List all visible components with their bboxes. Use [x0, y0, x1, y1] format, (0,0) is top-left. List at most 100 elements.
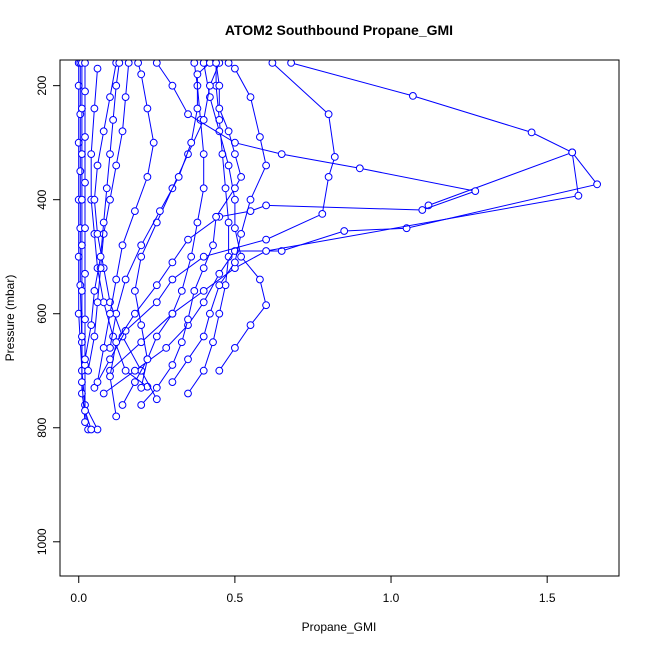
data-point [262, 201, 271, 210]
data-point [109, 116, 117, 124]
data-point [143, 104, 152, 113]
data-point [184, 389, 192, 398]
series-line [84, 62, 92, 430]
data-point [184, 110, 192, 119]
data-point [231, 344, 239, 352]
data-point [93, 298, 102, 307]
data-point [121, 366, 130, 375]
data-point [193, 218, 202, 227]
data-point [224, 161, 233, 170]
series-7 [184, 60, 233, 398]
data-point [215, 366, 224, 375]
data-point [224, 60, 233, 67]
data-point [199, 252, 208, 261]
data-point [152, 395, 161, 404]
data-point [106, 344, 114, 352]
data-point [134, 60, 142, 67]
series-layer [74, 60, 601, 434]
series-12 [106, 60, 480, 421]
data-point [76, 167, 85, 176]
data-point [237, 173, 246, 181]
data-point [568, 148, 577, 157]
series-14 [106, 60, 214, 352]
data-point [168, 361, 177, 369]
data-point [330, 153, 339, 161]
series-16 [84, 60, 133, 375]
x-tick-label: 0.5 [227, 591, 244, 605]
data-point [81, 355, 89, 364]
y-axis: 200 400 600 800 1000 [35, 75, 61, 555]
series-17 [81, 60, 124, 364]
data-point [177, 287, 186, 295]
data-point [90, 195, 99, 204]
x-tick-label: 0.0 [70, 591, 87, 605]
data-point [256, 275, 264, 284]
data-point [112, 81, 121, 90]
data-point [246, 321, 255, 330]
data-point [93, 64, 102, 73]
data-point [81, 418, 89, 427]
data-point [237, 252, 246, 261]
data-point [81, 269, 89, 278]
data-point [277, 247, 286, 255]
data-point [102, 184, 111, 193]
data-point [215, 269, 224, 278]
series-line [84, 62, 120, 360]
data-point [81, 315, 89, 324]
data-point [221, 184, 230, 193]
data-point [137, 383, 146, 392]
x-axis-label: Propane_GMI [302, 620, 377, 634]
data-point [256, 133, 264, 141]
data-point [93, 161, 102, 170]
data-point [231, 224, 239, 233]
series-line [87, 62, 130, 371]
data-point [152, 298, 161, 307]
data-point [574, 191, 583, 200]
data-point [409, 92, 417, 100]
series-15 [93, 60, 158, 387]
data-point [199, 150, 208, 159]
y-tick-label: 800 [35, 417, 49, 437]
data-point [277, 150, 286, 159]
data-point [206, 309, 214, 318]
data-point [112, 338, 121, 347]
data-point [212, 212, 221, 221]
data-point [78, 104, 86, 113]
data-point [174, 173, 183, 181]
plot-area [59, 59, 620, 577]
x-tick-label: 1.5 [539, 591, 556, 605]
data-point [143, 173, 152, 181]
data-point [137, 70, 146, 79]
data-point [78, 150, 86, 159]
data-point [152, 383, 161, 392]
series-line [187, 62, 230, 394]
data-point [231, 64, 239, 73]
data-point [81, 133, 89, 141]
data-point [224, 218, 233, 227]
data-point [199, 332, 208, 341]
data-point [190, 287, 199, 295]
series-line [109, 62, 478, 417]
data-point [199, 184, 208, 193]
series-line [103, 62, 598, 394]
data-point [324, 110, 333, 119]
data-point [215, 81, 224, 90]
data-point [131, 309, 139, 318]
data-point [137, 241, 146, 250]
series-18 [168, 60, 271, 387]
data-point [81, 224, 89, 233]
data-point [268, 60, 277, 67]
data-point [74, 138, 83, 147]
data-point [527, 128, 536, 137]
data-point [206, 81, 214, 90]
data-point [99, 344, 108, 352]
series-19 [137, 60, 246, 409]
data-point [212, 60, 220, 67]
data-point [112, 412, 121, 421]
data-point [81, 406, 89, 415]
series-line [109, 62, 211, 348]
data-point [106, 372, 114, 381]
data-point [118, 127, 127, 136]
data-point [99, 230, 108, 238]
